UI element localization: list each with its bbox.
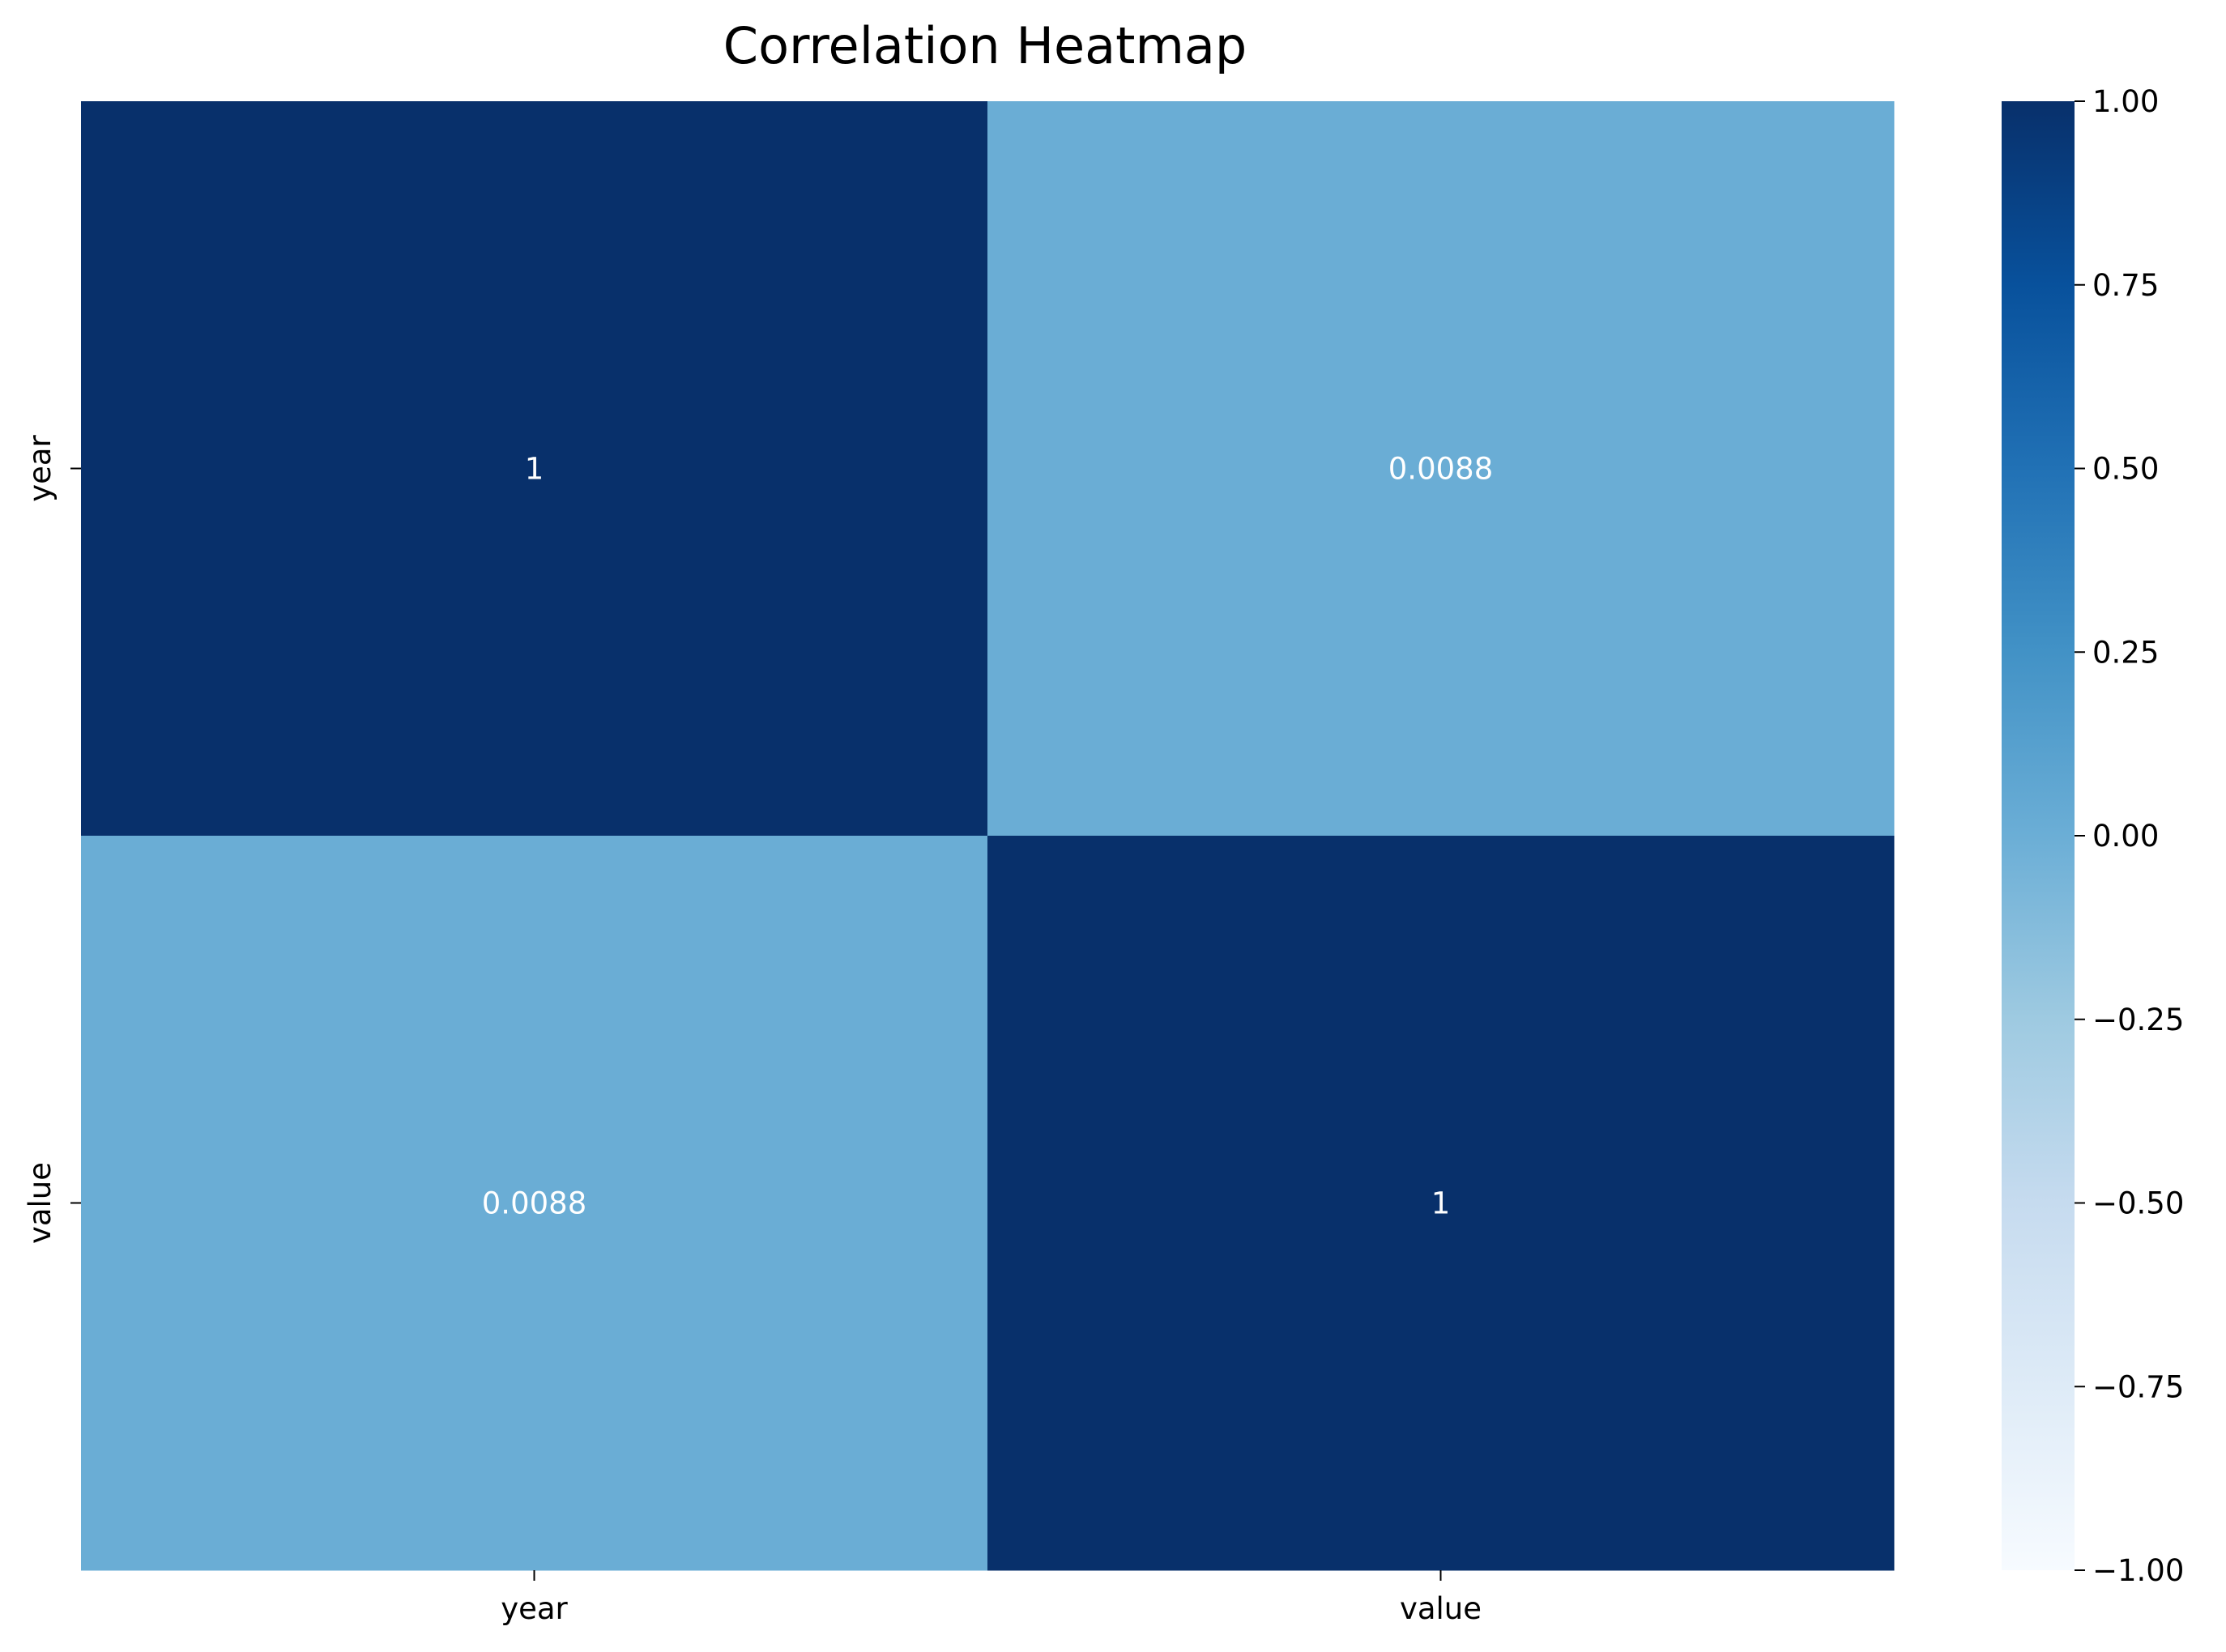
cell-annotation: 1: [1431, 1186, 1451, 1221]
heatmap-cells: [81, 101, 1895, 1571]
colorbar-gradient: [2002, 101, 2075, 1570]
cell-annotations: 1 0.0088 0.0088 1: [482, 452, 1493, 1221]
x-tick-label: value: [1400, 1591, 1482, 1626]
y-axis: year value: [23, 434, 81, 1244]
y-tick-label: value: [23, 1162, 58, 1244]
chart-title: Correlation Heatmap: [723, 16, 1247, 75]
heatmap-cell: [987, 101, 1895, 837]
colorbar-tick-label: 0.25: [2092, 635, 2159, 670]
cell-annotation: 0.0088: [1388, 452, 1493, 487]
colorbar-ticks: 1.00 0.75 0.50 0.25 0.00 −0.25 −0.50 −0.75 −1.00: [2075, 84, 2184, 1588]
heatmap-cell: [81, 101, 988, 837]
colorbar-tick-label: 1.00: [2092, 84, 2159, 119]
x-tick-label: year: [501, 1591, 568, 1626]
colorbar-tick-label: −0.25: [2092, 1003, 2184, 1037]
y-tick-label: year: [23, 434, 58, 501]
colorbar-tick-label: −0.50: [2092, 1186, 2184, 1221]
colorbar-tick-label: −1.00: [2092, 1553, 2184, 1588]
heatmap-cell: [987, 836, 1895, 1571]
cell-annotation: 1: [525, 452, 544, 487]
heatmap-cell: [81, 836, 988, 1571]
colorbar-tick-label: 0.50: [2092, 452, 2159, 487]
cell-annotation: 0.0088: [482, 1186, 586, 1221]
colorbar-tick-label: 0.75: [2092, 268, 2159, 303]
colorbar: 1.00 0.75 0.50 0.25 0.00 −0.25 −0.50 −0.75 −1.00: [2002, 84, 2184, 1588]
colorbar-tick-label: 0.00: [2092, 819, 2159, 854]
colorbar-tick-label: −0.75: [2092, 1369, 2184, 1404]
x-axis: year value: [501, 1570, 1482, 1626]
